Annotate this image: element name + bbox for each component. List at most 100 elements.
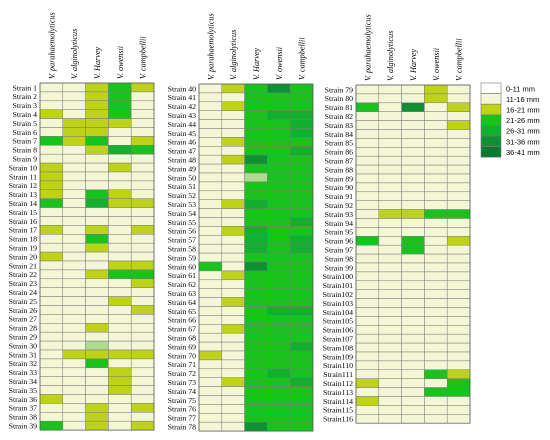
heatmap-cell	[289, 306, 314, 316]
heatmap-cell	[401, 191, 425, 201]
heatmap-cell	[355, 84, 380, 95]
heatmap-cell	[289, 208, 314, 218]
heatmap-cell	[62, 305, 86, 315]
heatmap-cell	[221, 119, 245, 129]
row-label: Strain 97	[325, 246, 353, 255]
heatmap-cell	[221, 128, 245, 138]
heatmap-cell	[108, 234, 132, 244]
heatmap-cell	[108, 118, 132, 128]
legend-swatch	[480, 82, 502, 94]
heatmap-cell	[267, 208, 291, 218]
heatmap-cell	[198, 92, 223, 103]
heatmap-cell	[108, 367, 132, 377]
heatmap-cell	[446, 138, 471, 148]
row-label: Strain 55	[168, 218, 196, 227]
heatmap-cell	[401, 182, 425, 193]
heatmap-cell	[424, 262, 448, 273]
heatmap-cell	[289, 199, 314, 209]
heatmap-cell	[289, 163, 314, 174]
heatmap-cell	[355, 102, 380, 112]
heatmap-cell	[355, 378, 380, 388]
heatmap-cell	[39, 100, 64, 110]
heatmap-cell	[355, 414, 380, 424]
heatmap-cell	[446, 102, 471, 112]
heatmap-cell	[378, 298, 402, 308]
heatmap-cell	[130, 225, 155, 235]
heatmap-cell	[62, 145, 86, 155]
row-label: Strain 95	[325, 228, 353, 237]
heatmap-cell	[289, 181, 314, 192]
heatmap-cell	[85, 207, 109, 217]
heatmap-cell	[446, 325, 471, 335]
heatmap-cell	[355, 200, 380, 210]
heatmap-cell	[62, 385, 86, 395]
heatmap-cell	[378, 164, 402, 175]
heatmap-cell	[108, 127, 132, 137]
heatmap-cell	[355, 147, 380, 157]
heatmap-cell	[355, 342, 380, 353]
heatmap-cell	[267, 297, 291, 307]
heatmap-cell	[267, 395, 291, 405]
heatmap-cell	[424, 369, 448, 379]
heatmap-cell	[85, 109, 109, 119]
heatmap-cell	[221, 190, 245, 200]
heatmap-cell	[446, 289, 471, 299]
heatmap-cell	[378, 280, 402, 290]
heatmap-cell	[198, 332, 223, 343]
heatmap-cell	[446, 253, 471, 264]
row-label: Strain 66	[168, 316, 196, 325]
heatmap-cell	[108, 153, 132, 164]
heatmap-cell	[130, 296, 155, 306]
heatmap-cell	[424, 378, 448, 388]
heatmap-cell	[221, 226, 245, 236]
row-label: Strain 75	[168, 396, 196, 405]
heatmap-cell	[401, 111, 425, 121]
legend-swatch	[480, 135, 502, 147]
row-label: Strain 17	[9, 226, 37, 235]
row-label: Strain 5	[13, 119, 38, 128]
heatmap-cell	[244, 128, 268, 138]
heatmap-cell	[221, 92, 245, 103]
column-header: V. parahaemolyticus	[206, 13, 215, 80]
heatmap-cell	[39, 296, 64, 306]
heatmap-cell	[446, 298, 471, 308]
heatmap-cell	[198, 341, 223, 352]
heatmap-cell	[446, 396, 471, 406]
heatmap-cell	[62, 403, 86, 413]
heatmap-cell	[130, 385, 155, 395]
row-label: Strain 21	[9, 261, 37, 270]
heatmap-cell	[198, 110, 223, 120]
heatmap-cell	[244, 386, 268, 396]
heatmap-cell	[401, 333, 425, 344]
row-label: Strain104	[323, 308, 353, 317]
heatmap-cell	[244, 395, 268, 405]
heatmap-cell	[289, 137, 314, 147]
heatmap-cell	[85, 171, 109, 182]
heatmap-cell	[378, 191, 402, 201]
row-label: Strain 94	[325, 219, 353, 228]
heatmap-cell	[446, 120, 471, 130]
heatmap-cell	[108, 180, 132, 191]
row-label: Strain102	[323, 290, 353, 299]
row-label: Strain 23	[9, 279, 37, 288]
heatmap-cell	[401, 387, 425, 397]
heatmap-cell	[85, 412, 109, 422]
heatmap-cell	[108, 287, 132, 297]
heatmap-cell	[289, 154, 314, 165]
row-label: Strain 44	[168, 120, 196, 129]
heatmap-cell	[378, 120, 402, 130]
heatmap-cell	[85, 145, 109, 155]
heatmap-cell	[355, 253, 380, 264]
heatmap-cell	[221, 243, 245, 254]
heatmap-cell	[446, 209, 471, 219]
heatmap-cell	[244, 377, 268, 387]
heatmap-cell	[355, 387, 380, 397]
heatmap-cell	[401, 129, 425, 139]
row-label: Strain 36	[9, 395, 37, 404]
panel-border	[198, 83, 314, 432]
heatmap-cell	[267, 306, 291, 316]
heatmap-cell	[289, 128, 314, 138]
heatmap-cell	[85, 376, 109, 386]
heatmap-cell	[39, 367, 64, 377]
heatmap-cell	[130, 162, 155, 173]
